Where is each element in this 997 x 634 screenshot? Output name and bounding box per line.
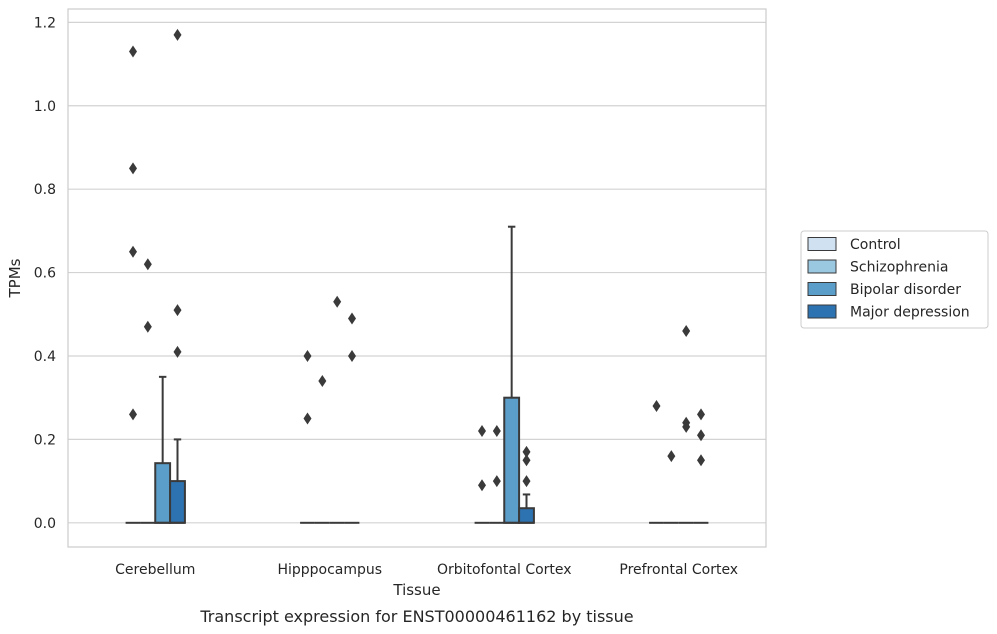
legend-frame: [800, 230, 989, 329]
outlier-point: [696, 454, 705, 467]
legend-label: Schizophrenia: [850, 260, 948, 276]
legend-swatch: [807, 259, 837, 274]
outlier-point: [129, 45, 138, 58]
grid-lines: [68, 21, 766, 524]
outlier-point: [682, 324, 691, 337]
outlier-point: [333, 295, 342, 308]
box-bipolar-disorder: [678, 324, 694, 524]
outlier-point: [522, 445, 531, 458]
y-tick-label: 0.0: [34, 516, 56, 532]
outlier-point: [173, 28, 182, 41]
legend-label: Bipolar disorder: [850, 282, 961, 298]
y-axis-ticks: 0.0 0.2 0.4 0.6 0.8 1.0 1.2: [34, 15, 56, 531]
outlier-point: [173, 304, 182, 317]
box-schizophrenia: [663, 450, 679, 524]
outlier-point: [173, 345, 182, 358]
box-control: [125, 45, 141, 524]
legend-label: Control: [850, 237, 901, 253]
outlier-point: [667, 450, 676, 463]
outlier-point: [522, 475, 531, 488]
box-schizophrenia: [140, 258, 156, 524]
x-tick-label: Orbitofontal Cortex: [437, 562, 572, 578]
box-control: [649, 400, 664, 524]
box-major-depression: [344, 312, 360, 524]
y-axis-label: TPMs: [6, 258, 24, 298]
box-rect: [154, 462, 172, 524]
y-tick-label: 0.4: [34, 349, 56, 365]
outlier-point: [492, 425, 501, 438]
outlier-point: [682, 420, 691, 433]
box-rect: [503, 396, 521, 524]
box-rect: [518, 507, 535, 524]
outlier-point: [478, 425, 487, 438]
box-major-depression: [693, 408, 709, 524]
box-control: [474, 425, 490, 524]
outlier-point: [347, 312, 356, 325]
box-control: [300, 349, 315, 524]
box-schizophrenia: [314, 375, 330, 524]
x-axis-label: Tissue: [392, 581, 440, 599]
legend-label: Major depression: [850, 305, 970, 321]
box-bipolar-disorder: [329, 295, 345, 524]
box-bipolar-disorder: [503, 225, 521, 524]
outlier-point: [303, 349, 312, 362]
box-group: [125, 28, 709, 524]
outlier-point: [143, 258, 152, 271]
box-major-depression: [169, 28, 186, 524]
legend: Control Schizophrenia Bipolar disorder Majo…: [800, 230, 989, 329]
y-tick-label: 0.2: [34, 432, 56, 448]
y-tick-label: 1.2: [34, 15, 56, 31]
box-rect: [169, 480, 186, 524]
outlier-point: [696, 429, 705, 442]
legend-swatch: [807, 282, 837, 296]
outlier-point: [478, 479, 487, 492]
outlier-point: [652, 400, 661, 413]
outlier-point: [303, 412, 312, 425]
box-bipolar-disorder: [154, 375, 172, 524]
outlier-point: [347, 349, 356, 362]
outlier-point: [318, 375, 327, 388]
x-tick-label: Hipppocampus: [277, 562, 382, 578]
chart-caption: Transcript expression for ENST0000046116…: [199, 607, 633, 626]
outlier-point: [129, 162, 138, 175]
outlier-point: [492, 475, 501, 488]
outlier-point: [143, 320, 152, 333]
box-schizophrenia: [489, 425, 505, 524]
outlier-point: [696, 408, 705, 421]
y-tick-label: 0.8: [34, 182, 56, 198]
outlier-point: [522, 454, 531, 467]
legend-swatch: [807, 237, 837, 251]
x-axis-ticks: Cerebellum Hipppocampus Orbitofontal Corte…: [115, 562, 738, 578]
plot-frame: [67, 8, 767, 548]
y-tick-label: 1.0: [34, 99, 56, 115]
y-tick-label: 0.6: [34, 266, 56, 282]
outlier-point: [129, 408, 138, 421]
outlier-point: [129, 245, 138, 258]
box-major-depression: [518, 445, 535, 524]
legend-swatch: [807, 304, 837, 319]
x-tick-label: Prefrontal Cortex: [619, 562, 738, 578]
x-tick-label: Cerebellum: [115, 562, 195, 578]
